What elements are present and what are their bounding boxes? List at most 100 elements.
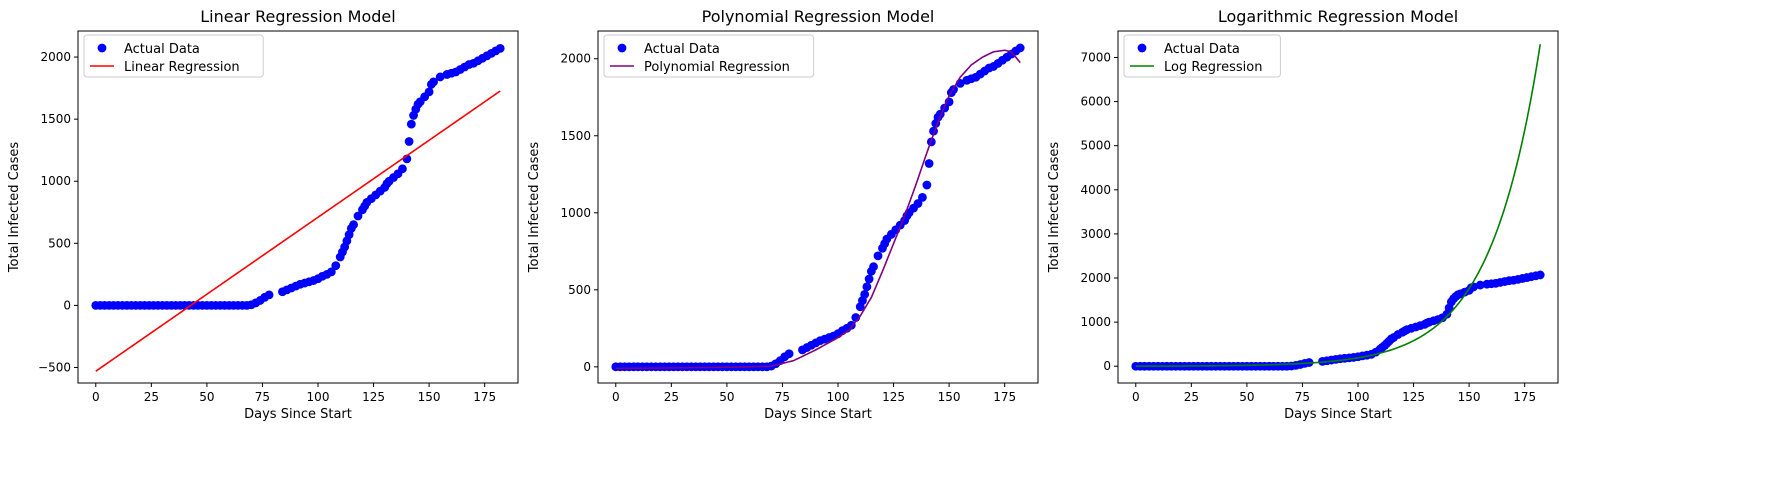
data-point <box>404 137 414 146</box>
axes-frame <box>597 30 1039 384</box>
x-tick-label: 0 <box>1132 390 1140 404</box>
x-tick-label: 100 <box>1347 390 1370 404</box>
data-point <box>924 159 934 168</box>
x-tick-label: 175 <box>993 390 1016 404</box>
data-point <box>429 77 438 87</box>
y-axis-label: Total Infected Cases <box>1047 142 1062 274</box>
y-tick-label: 0 <box>583 360 591 374</box>
x-tick-label: 50 <box>719 390 734 404</box>
y-tick-label: 1000 <box>40 174 71 188</box>
x-tick-label: 150 <box>1458 390 1481 404</box>
data-point <box>398 164 407 174</box>
y-tick-label: 2000 <box>1080 271 1111 285</box>
y-tick-label: −500 <box>38 360 71 374</box>
legend-label-regression: Log Regression <box>1164 60 1262 75</box>
x-tick-label: 100 <box>827 390 850 404</box>
x-axis-label: Days Since Start <box>764 407 872 422</box>
data-point <box>1535 270 1545 280</box>
y-axis-label: Total Infected Cases <box>527 142 542 274</box>
y-tick-label: 2000 <box>40 50 71 64</box>
legend-label-regression: Linear Regression <box>124 60 240 75</box>
x-tick-label: 125 <box>362 390 385 404</box>
legend: Actual Data Polynomial Regression <box>603 34 815 78</box>
data-point <box>495 43 505 53</box>
y-tick-label: 2000 <box>560 52 591 66</box>
x-tick-label: 25 <box>664 390 679 404</box>
legend-box <box>1123 34 1281 78</box>
data-point <box>1015 43 1025 53</box>
chart-title: Logarithmic Regression Model <box>1218 7 1458 26</box>
data-point <box>331 261 341 271</box>
y-tick-label: 1500 <box>560 129 591 143</box>
data-point <box>353 211 363 221</box>
x-axis-label: Days Since Start <box>244 407 352 422</box>
x-tick-label: 0 <box>612 390 620 404</box>
x-tick-label: 125 <box>1402 390 1425 404</box>
legend-label-actual-data: Actual Data <box>124 42 200 57</box>
legend-marker-actual-data <box>1137 43 1147 53</box>
data-point <box>913 199 923 208</box>
data-point <box>1475 280 1485 290</box>
y-tick-label: 4000 <box>1080 183 1111 197</box>
panel-1: Linear Regression Model 0 25 50 75 100 125 150 1… <box>7 7 519 422</box>
data-point <box>862 282 872 292</box>
chart-title: Linear Regression Model <box>200 7 395 26</box>
data-point <box>264 290 274 300</box>
chart-title: Polynomial Regression Model <box>702 7 935 26</box>
x-tick-label: 150 <box>938 390 961 404</box>
x-tick-label: 125 <box>882 390 905 404</box>
x-tick-label: 100 <box>307 390 330 404</box>
legend: Actual Data Log Regression <box>1123 34 1281 78</box>
x-tick-label: 50 <box>1239 390 1254 404</box>
data-point <box>873 251 883 261</box>
y-tick-label: 1000 <box>1080 315 1111 329</box>
y-tick-label: 500 <box>48 236 71 250</box>
x-tick-label: 25 <box>1184 390 1199 404</box>
x-tick-label: 50 <box>199 390 214 404</box>
data-point <box>349 220 358 230</box>
y-tick-label: 1500 <box>40 112 71 126</box>
x-tick-label: 175 <box>1513 390 1536 404</box>
y-tick-label: 3000 <box>1080 227 1111 241</box>
legend-label-actual-data: Actual Data <box>644 42 720 57</box>
x-tick-label: 75 <box>1295 390 1310 404</box>
y-tick-label: 0 <box>63 298 71 312</box>
data-point <box>784 349 794 359</box>
x-axis-label: Days Since Start <box>1284 407 1392 422</box>
x-tick-label: 25 <box>144 390 159 404</box>
panel-3: Logarithmic Regression Model 0 25 50 75 100 12… <box>1047 7 1559 422</box>
data-point <box>864 274 874 284</box>
x-tick-label: 75 <box>775 390 790 404</box>
legend-box <box>83 34 264 78</box>
y-tick-label: 1000 <box>560 206 591 220</box>
x-tick-label: 75 <box>255 390 270 404</box>
plot-area <box>91 43 505 372</box>
y-tick-label: 500 <box>568 283 591 297</box>
regression-line <box>1135 44 1542 367</box>
x-tick-label: 0 <box>92 390 100 404</box>
data-point <box>435 72 445 82</box>
data-point <box>846 320 856 330</box>
y-tick-label: 7000 <box>1080 50 1111 64</box>
regression-line <box>95 90 501 372</box>
regression-line <box>615 49 1021 370</box>
legend-label-actual-data: Actual Data <box>1164 42 1240 57</box>
y-tick-label: 6000 <box>1080 95 1111 109</box>
data-point <box>918 192 927 202</box>
plot-area <box>611 43 1025 372</box>
data-point <box>406 119 416 129</box>
plot-area <box>1131 44 1545 371</box>
data-point <box>326 267 336 277</box>
x-tick-label: 150 <box>418 390 441 404</box>
y-tick-label: 5000 <box>1080 139 1111 153</box>
legend-box <box>603 34 815 78</box>
y-axis-label: Total Infected Cases <box>7 142 22 274</box>
y-tick-label: 0 <box>1103 359 1111 373</box>
data-point <box>860 290 870 299</box>
axes-frame <box>77 30 519 384</box>
data-point <box>869 262 878 272</box>
legend-label-regression: Polynomial Regression <box>644 60 790 75</box>
legend-marker-actual-data <box>617 43 627 53</box>
